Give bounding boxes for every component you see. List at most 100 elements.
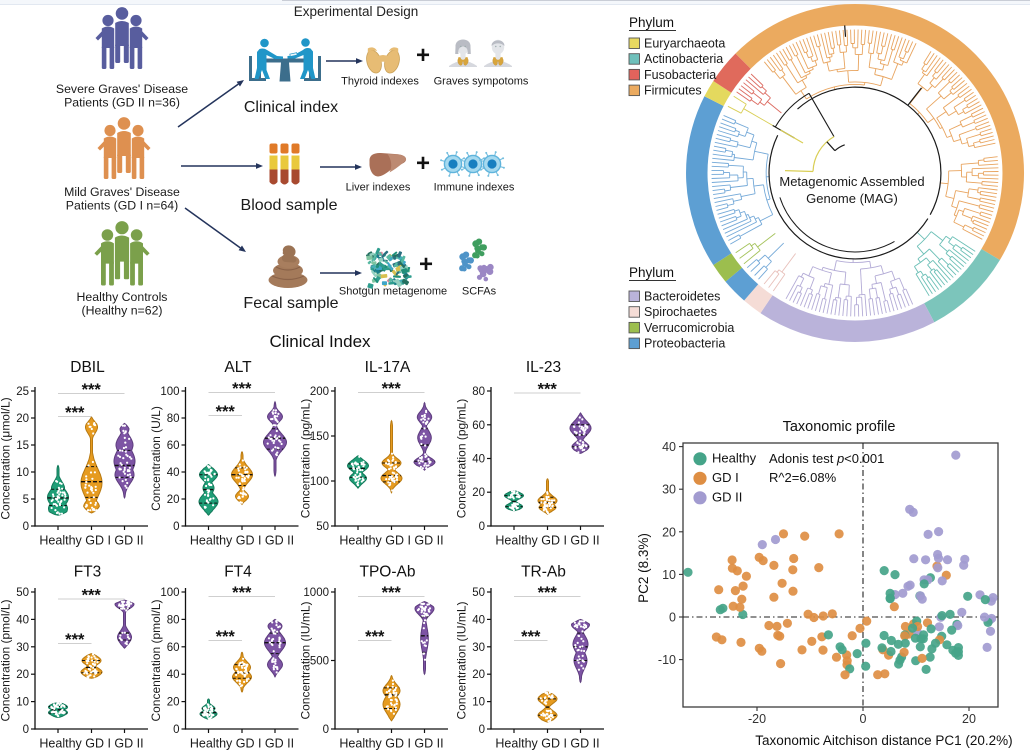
svg-text:GD II: GD II [712, 490, 742, 505]
svg-text:Firmicutes: Firmicutes [644, 84, 702, 98]
svg-text:-20: -20 [748, 712, 766, 726]
svg-text:Concentration (U/L): Concentration (U/L) [149, 406, 163, 511]
svg-text:0: 0 [669, 611, 676, 625]
svg-text:Concentration (pg/mL): Concentration (pg/mL) [299, 399, 313, 518]
svg-text:80: 80 [472, 386, 485, 398]
svg-text:60: 60 [472, 420, 485, 432]
svg-text:Concentration (IU/mL): Concentration (IU/mL) [455, 601, 469, 719]
svg-text:Clinical index: Clinical index [244, 99, 338, 116]
svg-text:80: 80 [167, 413, 180, 425]
svg-text:Metagenomic Assembled: Metagenomic Assembled [779, 174, 924, 189]
svg-text:60: 60 [167, 642, 180, 654]
svg-text:Bacteroidetes: Bacteroidetes [644, 290, 720, 304]
svg-text:Genome (MAG): Genome (MAG) [806, 191, 898, 206]
svg-text:Severe Graves' Disease: Severe Graves' Disease [56, 82, 188, 96]
svg-text:0: 0 [323, 724, 329, 736]
svg-text:***: *** [521, 628, 541, 646]
svg-text:50: 50 [316, 521, 329, 533]
svg-text:Healthy GD I GD II: Healthy GD I GD II [190, 737, 294, 751]
svg-text:Blood sample: Blood sample [241, 197, 338, 214]
svg-text:30: 30 [472, 642, 485, 654]
svg-text:20: 20 [662, 525, 676, 539]
svg-text:Healthy GD I GD II: Healthy GD I GD II [190, 534, 294, 548]
svg-text:100: 100 [310, 476, 329, 488]
svg-text:Mild Graves' Disease: Mild Graves' Disease [64, 185, 180, 199]
svg-text:200: 200 [310, 386, 329, 398]
svg-text:***: *** [216, 628, 236, 646]
svg-text:20: 20 [16, 669, 29, 681]
svg-text:Verrucomicrobia: Verrucomicrobia [644, 321, 734, 335]
svg-text:Graves sympotoms: Graves sympotoms [434, 76, 529, 88]
svg-text:SCFAs: SCFAs [462, 286, 497, 298]
svg-text:***: *** [382, 584, 402, 602]
svg-text:20: 20 [472, 669, 485, 681]
svg-text:80: 80 [167, 614, 180, 626]
svg-text:Phylum: Phylum [629, 265, 674, 280]
svg-text:Healthy GD I GD II: Healthy GD I GD II [39, 737, 143, 751]
svg-text:150: 150 [310, 431, 329, 443]
svg-text:***: *** [82, 587, 102, 605]
svg-text:Patients (GD II n=36): Patients (GD II n=36) [64, 96, 180, 110]
svg-text:5: 5 [23, 494, 29, 506]
svg-text:40: 40 [167, 467, 180, 479]
svg-text:Adonis test p<0.001: Adonis test p<0.001 [769, 451, 884, 466]
svg-text:10: 10 [472, 697, 485, 709]
svg-text:Liver indexes: Liver indexes [346, 182, 411, 194]
svg-text:Patients (GD I n=64): Patients (GD I n=64) [66, 199, 178, 213]
svg-text:FT4: FT4 [224, 564, 252, 581]
svg-text:***: *** [65, 404, 85, 422]
svg-text:Spirochaetes: Spirochaetes [644, 305, 717, 319]
svg-text:40: 40 [16, 614, 29, 626]
svg-text:Phylum: Phylum [629, 15, 674, 30]
svg-text:Healthy GD I GD II: Healthy GD I GD II [339, 534, 443, 548]
svg-text:1000: 1000 [303, 587, 329, 599]
svg-text:10: 10 [16, 467, 29, 479]
svg-text:20: 20 [167, 494, 180, 506]
svg-text:Healthy GD I GD II: Healthy GD I GD II [339, 737, 443, 751]
svg-text:IL-23: IL-23 [526, 359, 561, 376]
svg-text:50: 50 [16, 587, 29, 599]
svg-text:Euryarchaeota: Euryarchaeota [644, 37, 725, 51]
svg-text:10: 10 [16, 697, 29, 709]
svg-text:25: 25 [16, 386, 29, 398]
svg-text:Immune indexes: Immune indexes [434, 182, 515, 194]
svg-text:20: 20 [472, 487, 485, 499]
svg-text:15: 15 [16, 440, 29, 452]
svg-text:Fusobacteria: Fusobacteria [644, 68, 716, 82]
svg-text:TR-Ab: TR-Ab [521, 564, 566, 581]
svg-text:Concentration (μmol/L): Concentration (μmol/L) [0, 397, 13, 519]
svg-text:10: 10 [662, 568, 676, 582]
svg-text:***: *** [216, 403, 236, 421]
svg-text:Healthy GD I GD II: Healthy GD I GD II [495, 737, 599, 751]
svg-text:+: + [416, 42, 430, 69]
svg-text:40: 40 [662, 440, 676, 454]
svg-text:DBIL: DBIL [70, 359, 105, 376]
svg-text:Thyroid indexes: Thyroid indexes [341, 76, 419, 88]
svg-text:40: 40 [472, 614, 485, 626]
svg-text:GD I: GD I [712, 470, 739, 485]
svg-text:Experimental Design: Experimental Design [294, 4, 419, 19]
svg-text:***: *** [538, 381, 558, 399]
svg-text:***: *** [82, 381, 102, 399]
svg-text:Proteobacteria: Proteobacteria [644, 337, 725, 351]
svg-text:Concentration (pmol/L): Concentration (pmol/L) [0, 599, 13, 721]
svg-text:IL-17A: IL-17A [365, 359, 411, 376]
svg-text:100: 100 [160, 587, 179, 599]
svg-text:40: 40 [167, 669, 180, 681]
svg-text:50: 50 [472, 587, 485, 599]
svg-text:Fecal sample: Fecal sample [243, 295, 338, 312]
svg-text:***: *** [382, 380, 402, 398]
svg-text:Concentration (IU/mL): Concentration (IU/mL) [299, 601, 313, 719]
svg-text:FT3: FT3 [74, 564, 102, 581]
svg-text:Healthy GD I GD II: Healthy GD I GD II [495, 534, 599, 548]
svg-text:***: *** [232, 584, 252, 602]
svg-text:30: 30 [662, 483, 676, 497]
svg-text:30: 30 [16, 642, 29, 654]
svg-text:Clinical Index: Clinical Index [269, 332, 371, 351]
svg-text:Concentration (pg/mL): Concentration (pg/mL) [455, 399, 469, 518]
svg-text:***: *** [65, 631, 85, 649]
svg-text:+: + [416, 150, 430, 177]
svg-text:0: 0 [479, 724, 485, 736]
svg-text:Healthy GD I GD II: Healthy GD I GD II [39, 534, 143, 548]
svg-text:ALT: ALT [224, 359, 252, 376]
